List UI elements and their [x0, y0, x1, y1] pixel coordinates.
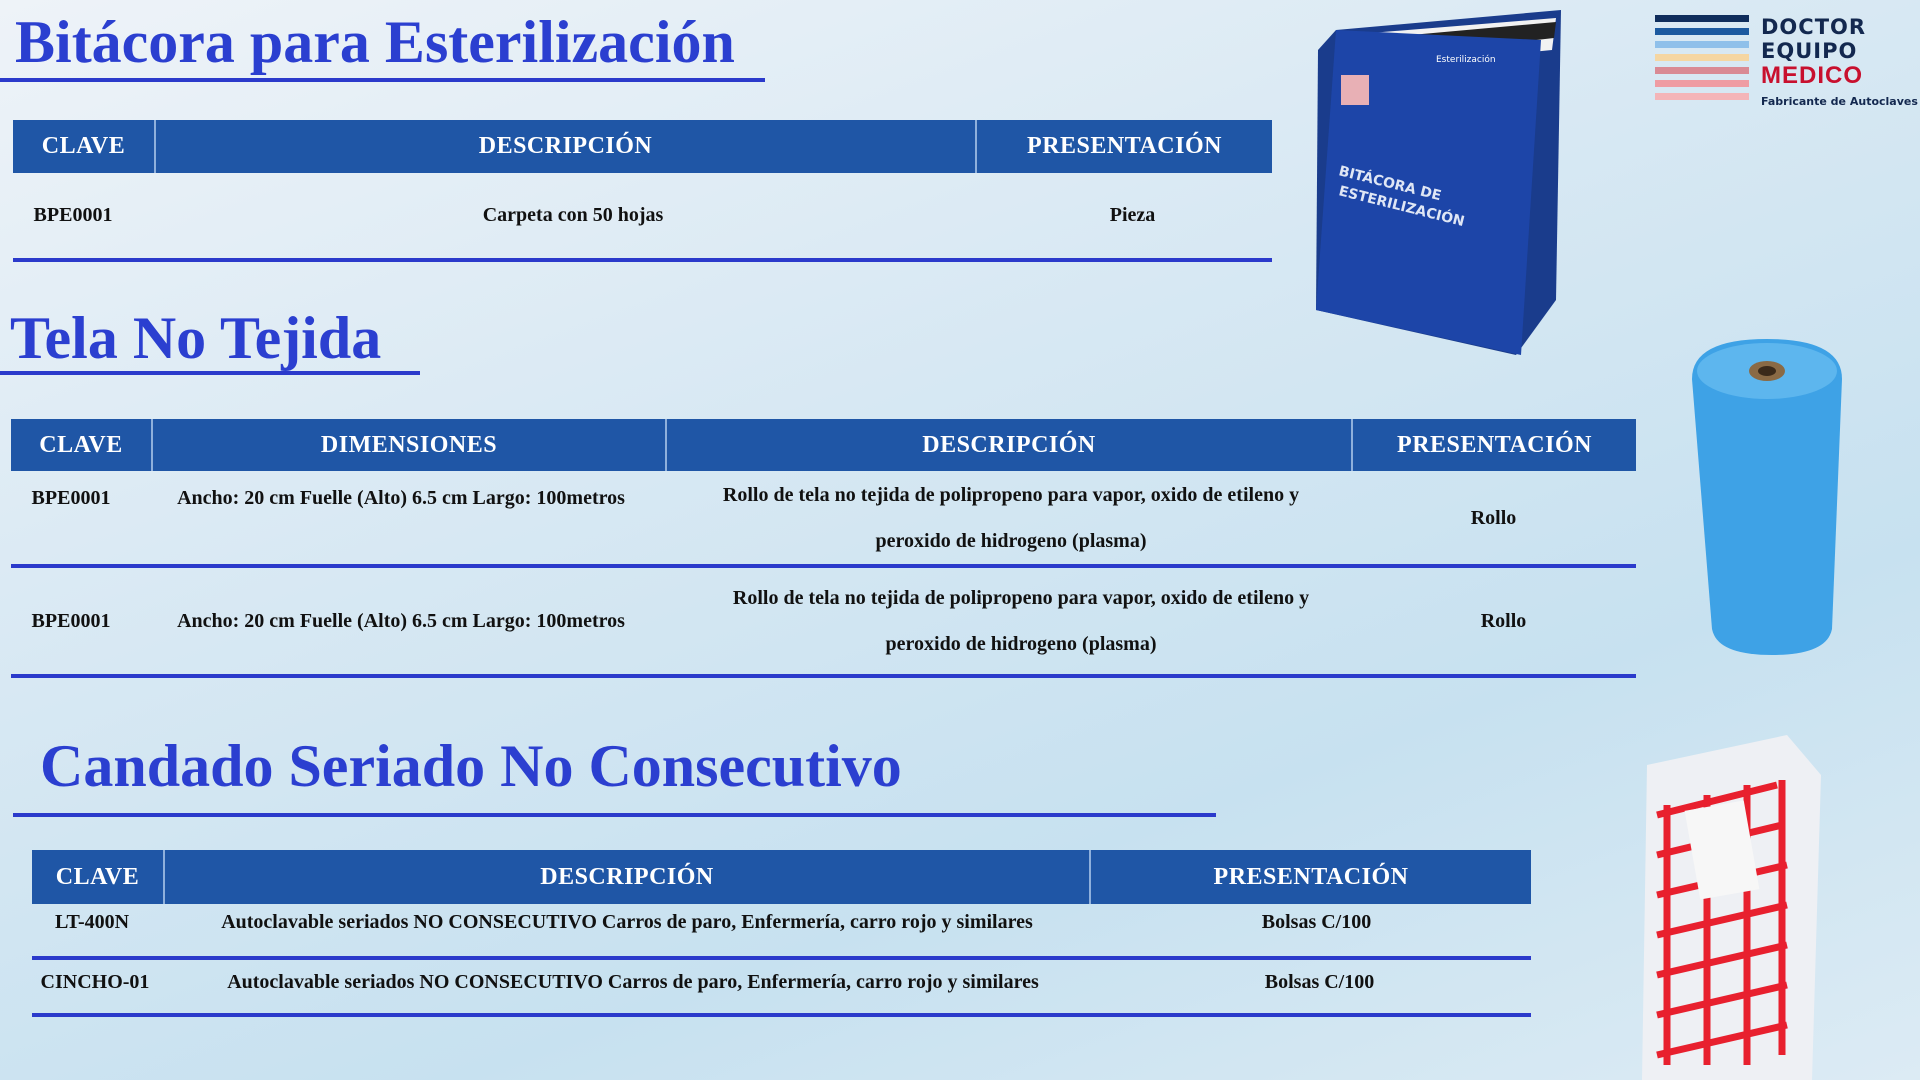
candado-bag-image: [1642, 735, 1821, 1080]
tela-roll-image: [1692, 339, 1842, 655]
logo-line3: MEDICO: [1761, 62, 1863, 89]
cell-presentacion: Rollo: [1480, 610, 1527, 632]
cell-presentacion: Bolsas C/100: [1261, 911, 1372, 933]
section-title-candado: Candado Seriado No Consecutivo: [40, 733, 902, 799]
logo-tagline: Fabricante de Autoclaves: [1761, 95, 1918, 108]
title-underline: [13, 813, 1216, 817]
cell-dimensiones: Ancho: 20 cm Fuelle (Alto) 6.5 cm Largo:…: [177, 610, 625, 632]
tela-table: CLAVE DIMENSIONES DESCRIPCIÓN PRESENTACI…: [11, 419, 1636, 679]
col-header-presentacion: PRESENTACIÓN: [1213, 863, 1409, 890]
table-row: BPE0001 Carpeta con 50 hojas Pieza: [13, 190, 1272, 240]
cell-descripcion: Rollo de tela no tejida de polipropeno p…: [722, 484, 1300, 552]
table-row: CINCHO-01 Autoclavable seriados NO CONSE…: [32, 964, 1531, 1000]
title-underline: [0, 78, 765, 82]
section-title-tela: Tela No Tejida: [10, 305, 382, 371]
col-header-dimensiones: DIMENSIONES: [153, 419, 667, 471]
table-row: LT-400N Autoclavable seriados NO CONSECU…: [32, 904, 1531, 940]
row-divider: [32, 956, 1531, 960]
cell-clave: BPE0001: [33, 204, 113, 226]
row-divider: [32, 1013, 1531, 1017]
col-header-presentacion: PRESENTACIÓN: [1397, 431, 1592, 458]
cell-clave: LT-400N: [54, 911, 130, 933]
cell-dimensiones: Ancho: 20 cm Fuelle (Alto) 6.5 cm Largo:…: [177, 487, 625, 509]
col-header-presentacion: PRESENTACIÓN: [1027, 133, 1222, 159]
cell-clave: BPE0001: [31, 610, 111, 632]
title-underline: [0, 371, 420, 375]
cell-clave: BPE0001: [31, 487, 111, 509]
logo-stripes-icon: [1655, 15, 1749, 106]
logo-line1: DOCTOR: [1761, 15, 1867, 39]
logo-line2: EQUIPO: [1761, 39, 1858, 63]
bitacora-table: CLAVE DESCRIPCIÓN PRESENTACIÓN BPE0001 C…: [13, 120, 1272, 264]
table-row: BPE0001 Ancho: 20 cm Fuelle (Alto) 6.5 c…: [11, 471, 1636, 565]
col-header-descripcion: DESCRIPCIÓN: [156, 120, 977, 173]
row-divider: [11, 674, 1636, 678]
cell-presentacion: Rollo: [1470, 507, 1517, 529]
cell-descripcion: Rollo de tela no tejida de polipropeno p…: [732, 587, 1310, 655]
cell-descripcion: Carpeta con 50 hojas: [482, 204, 664, 226]
col-header-descripcion: DESCRIPCIÓN: [667, 419, 1353, 471]
col-header-descripcion: DESCRIPCIÓN: [165, 850, 1091, 904]
cell-presentacion: Bolsas C/100: [1264, 971, 1375, 993]
candado-table: CLAVE DESCRIPCIÓN PRESENTACIÓN LT-400N A…: [32, 850, 1531, 1020]
binder-tab: Esterilización: [1436, 54, 1496, 65]
cell-descripcion: Autoclavable seriados NO CONSECUTIVO Car…: [227, 971, 1039, 993]
col-header-clave: CLAVE: [11, 419, 153, 471]
row-divider: [13, 258, 1272, 262]
section-title-bitacora: Bitácora para Esterilización: [15, 9, 735, 75]
cell-clave: CINCHO-01: [40, 971, 150, 993]
col-header-clave: CLAVE: [32, 850, 165, 904]
cell-presentacion: Pieza: [1109, 204, 1156, 226]
doctor-equipo-medico-logo: DOCTOR EQUIPO MEDICO Fabricante de Autoc…: [1655, 15, 1920, 115]
col-header-clave: CLAVE: [13, 120, 156, 173]
table-row: BPE0001 Ancho: 20 cm Fuelle (Alto) 6.5 c…: [11, 574, 1636, 668]
binder-image: BITÁCORA DE ESTERILIZACIÓN Esterilizació…: [1316, 10, 1561, 355]
row-divider: [11, 564, 1636, 568]
cell-descripcion: Autoclavable seriados NO CONSECUTIVO Car…: [221, 911, 1033, 933]
